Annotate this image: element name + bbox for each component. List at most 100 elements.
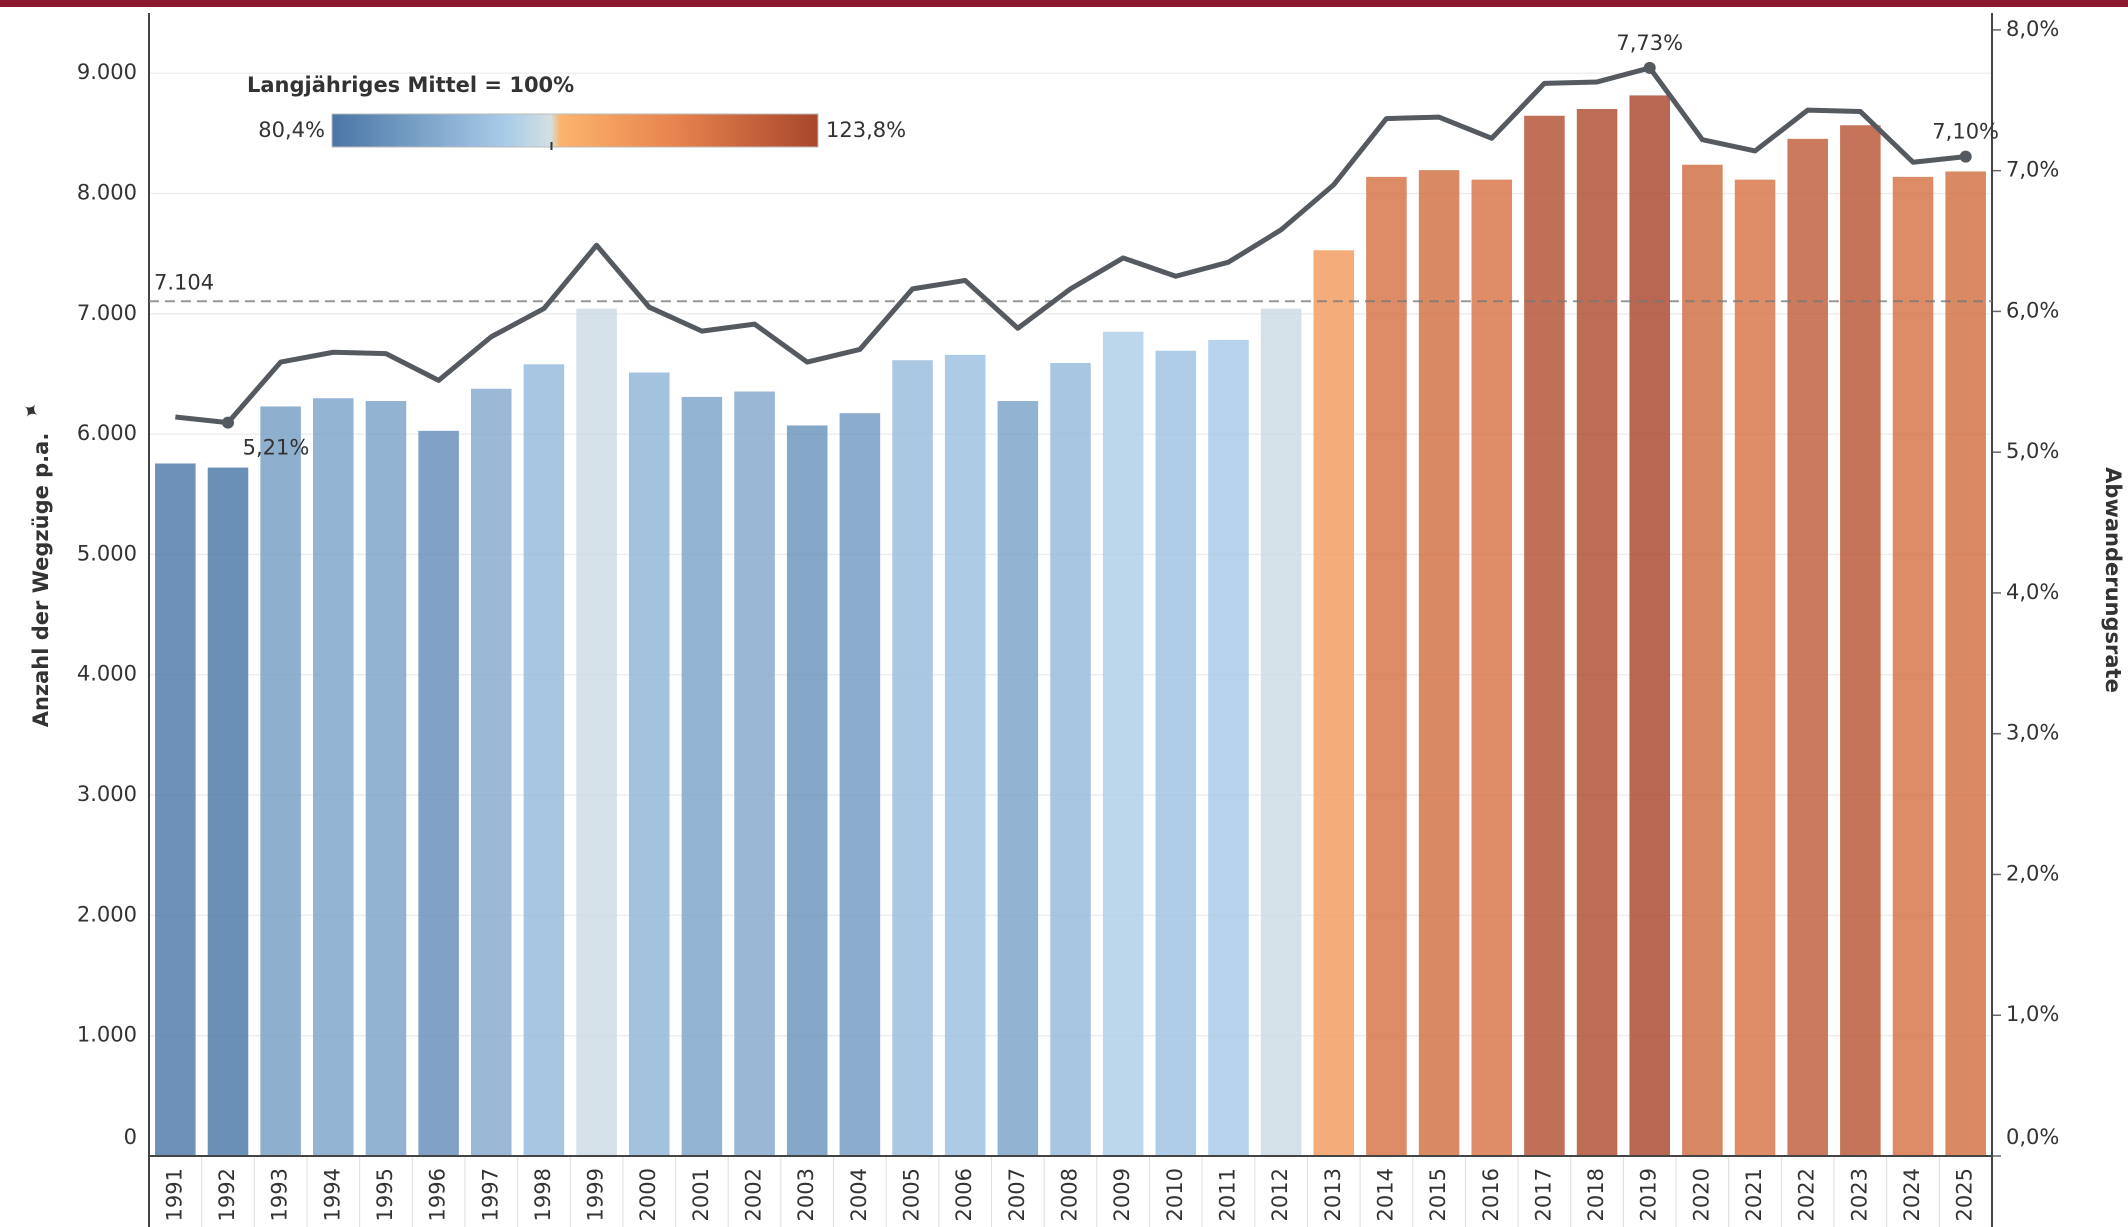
bar	[1787, 138, 1828, 1156]
x-tick-label: 2007	[1005, 1168, 1029, 1221]
y-tick-label: 2.000	[77, 902, 137, 926]
y2-tick-label: 2,0%	[2006, 861, 2059, 885]
rate-line	[175, 65, 1966, 426]
rate-point	[1959, 150, 1972, 163]
top-stripe	[0, 0, 2128, 7]
bar	[207, 467, 249, 1156]
x-tick-label: 1993	[268, 1168, 292, 1221]
x-tick-label: 2014	[1373, 1168, 1397, 1221]
legend-max-label: 123,8%	[826, 118, 906, 142]
bar	[365, 401, 407, 1156]
x-tick-label: 2009	[1110, 1168, 1134, 1221]
x-tick-label: 2023	[1847, 1168, 1871, 1221]
x-tick-label: 2003	[794, 1168, 818, 1221]
x-tick-label: 2011	[1215, 1168, 1239, 1221]
y2-tick-label: 5,0%	[2006, 439, 2059, 463]
bar	[1840, 125, 1881, 1156]
legend-min-label: 80,4%	[258, 118, 325, 142]
y-tick-label: 7.000	[77, 301, 137, 325]
bar	[1102, 331, 1144, 1156]
bar	[1734, 179, 1776, 1156]
bar	[1260, 308, 1302, 1156]
x-tick-label: 2020	[1689, 1168, 1713, 1221]
bar	[1524, 115, 1565, 1157]
bar	[1629, 95, 1671, 1157]
x-tick-label: 2025	[1953, 1168, 1977, 1221]
x-tick-label: 2010	[1163, 1168, 1187, 1221]
rate-label: 7,73%	[1616, 31, 1683, 55]
y-tick-label: 4.000	[77, 662, 137, 686]
y-tick-label: 1.000	[77, 1023, 137, 1047]
bar	[1471, 179, 1513, 1156]
bar	[1208, 339, 1249, 1156]
legend-title: Langjähriges Mittel = 100%	[247, 73, 574, 97]
reference-label: 7.104	[154, 270, 214, 294]
y-tick-label: 0	[124, 1125, 137, 1149]
x-tick-label: 2008	[1058, 1168, 1082, 1221]
y2-tick-label: 1,0%	[2006, 1002, 2059, 1026]
y-axis-label: Anzahl der Wegzüge p.a.	[29, 433, 53, 728]
x-tick-label: 2021	[1742, 1168, 1766, 1221]
bar	[1682, 164, 1723, 1157]
rate-label: 5,21%	[243, 436, 310, 460]
x-tick-label: 2002	[742, 1168, 766, 1221]
pin-icon: ✦	[16, 396, 44, 426]
x-tick-label: 2001	[689, 1168, 713, 1221]
x-tick-label: 2006	[952, 1168, 976, 1221]
bar	[313, 398, 354, 1156]
x-tick-label: 2015	[1426, 1168, 1450, 1221]
x-tick-label: 2017	[1531, 1168, 1555, 1221]
x-tick-label: 1999	[584, 1168, 608, 1221]
bar	[681, 396, 723, 1156]
bar	[997, 401, 1039, 1156]
bar	[1418, 170, 1460, 1156]
y2-tick-label: 6,0%	[2006, 298, 2059, 322]
bar	[1892, 176, 1934, 1156]
x-tick-label: 2022	[1795, 1168, 1819, 1221]
bar	[1366, 176, 1407, 1156]
y-tick-label: 5.000	[77, 541, 137, 565]
bar	[839, 413, 881, 1157]
x-tick-label: 2004	[847, 1168, 871, 1221]
bar	[1155, 350, 1197, 1156]
x-tick-label: 2000	[636, 1168, 660, 1221]
x-tick-label: 2019	[1637, 1168, 1661, 1221]
bar	[1945, 171, 1986, 1156]
x-tick-label: 2005	[900, 1168, 924, 1221]
y-tick-label: 9.000	[77, 60, 137, 84]
bar	[1313, 250, 1355, 1156]
y2-tick-label: 4,0%	[2006, 580, 2059, 604]
x-tick-label: 1991	[162, 1168, 186, 1221]
x-tick-label: 1992	[215, 1168, 239, 1221]
x-tick-label: 2013	[1321, 1168, 1345, 1221]
bar	[260, 406, 301, 1156]
bar	[944, 354, 986, 1157]
bar	[786, 425, 828, 1157]
bar	[576, 308, 617, 1156]
bar	[418, 430, 459, 1156]
bar	[155, 463, 196, 1157]
rate-point	[221, 416, 234, 429]
x-tick-label: 2018	[1584, 1168, 1608, 1221]
x-tick-label: 1995	[373, 1168, 397, 1221]
bar	[470, 388, 512, 1156]
bar	[523, 364, 565, 1156]
y-tick-label: 6.000	[77, 421, 137, 445]
x-tick-label: 2024	[1900, 1168, 1924, 1221]
y2-tick-label: 7,0%	[2006, 158, 2059, 182]
rate-point	[1643, 61, 1656, 74]
y2-axis-label: Abwanderungsrate	[2101, 467, 2125, 693]
legend-colorbar	[331, 113, 819, 148]
bar	[628, 372, 670, 1157]
x-tick-label: 2016	[1479, 1168, 1503, 1221]
x-tick-label: 2012	[1268, 1168, 1292, 1221]
bar	[1576, 109, 1618, 1157]
y2-tick-label: 3,0%	[2006, 721, 2059, 745]
bar	[734, 391, 775, 1156]
bar	[892, 360, 933, 1157]
bar	[1050, 362, 1091, 1156]
y-tick-label: 8.000	[77, 180, 137, 204]
y2-tick-label: 8,0%	[2006, 17, 2059, 41]
x-tick-label: 1997	[478, 1168, 502, 1221]
